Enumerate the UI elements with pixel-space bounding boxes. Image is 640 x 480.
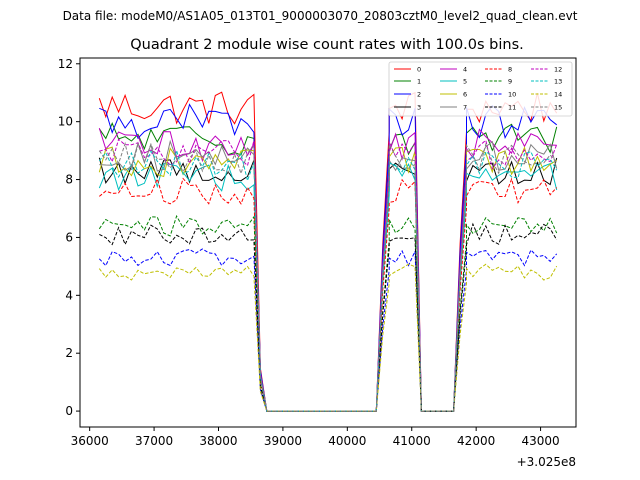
- y-tick-label: 4: [65, 288, 73, 302]
- legend-label-0: 0: [417, 65, 421, 73]
- x-offset-label: +3.025e8: [517, 455, 576, 469]
- legend-label-13: 13: [554, 77, 562, 85]
- y-tick-label: 12: [58, 57, 73, 71]
- legend-label-10: 10: [508, 90, 516, 98]
- legend-label-4: 4: [463, 65, 467, 73]
- legend-frame: [388, 61, 573, 117]
- plot-area: [80, 58, 576, 427]
- y-tick-label: 0: [65, 404, 73, 418]
- legend-label-9: 9: [508, 77, 512, 85]
- y-tick-label: 6: [65, 230, 73, 244]
- legend-label-1: 1: [417, 77, 421, 85]
- legend-label-5: 5: [463, 77, 467, 85]
- plot-frame: [79, 57, 577, 428]
- y-tick-label: 10: [58, 115, 73, 129]
- legend-label-15: 15: [554, 103, 562, 111]
- x-tick-label: 39000: [264, 434, 302, 448]
- x-tick-label: 40000: [328, 434, 366, 448]
- x-axis: 36000 37000 38000 39000 40000 41000 42000 43000: [71, 427, 560, 448]
- series-line-11: [99, 222, 558, 412]
- legend-label-8: 8: [508, 65, 512, 73]
- legend-label-2: 2: [417, 90, 421, 98]
- x-tick-label: 42000: [457, 434, 495, 448]
- legend-label-6: 6: [463, 90, 467, 98]
- x-tick-label: 36000: [71, 434, 109, 448]
- chart-title: Quadrant 2 module wise count rates with …: [130, 37, 524, 53]
- y-tick-label: 8: [65, 173, 73, 187]
- legend-label-11: 11: [508, 103, 516, 111]
- x-tick-label: 38000: [199, 434, 237, 448]
- legend-label-12: 12: [554, 65, 562, 73]
- legend-label-7: 7: [463, 103, 467, 111]
- y-axis: 0 2 4 6 8 10 12: [58, 57, 80, 418]
- legend-label-3: 3: [417, 103, 421, 111]
- x-tick-label: 43000: [521, 434, 559, 448]
- x-tick-label: 41000: [393, 434, 431, 448]
- series-line-15: [98, 141, 558, 412]
- series-line-14: [98, 263, 558, 412]
- x-tick-label: 37000: [135, 434, 173, 448]
- y-tick-label: 2: [65, 346, 73, 360]
- legend-label-14: 14: [554, 90, 562, 98]
- chart-suptitle: Data file: modeM0/AS1A05_013T01_90000030…: [63, 9, 578, 23]
- series-layer: [98, 91, 558, 412]
